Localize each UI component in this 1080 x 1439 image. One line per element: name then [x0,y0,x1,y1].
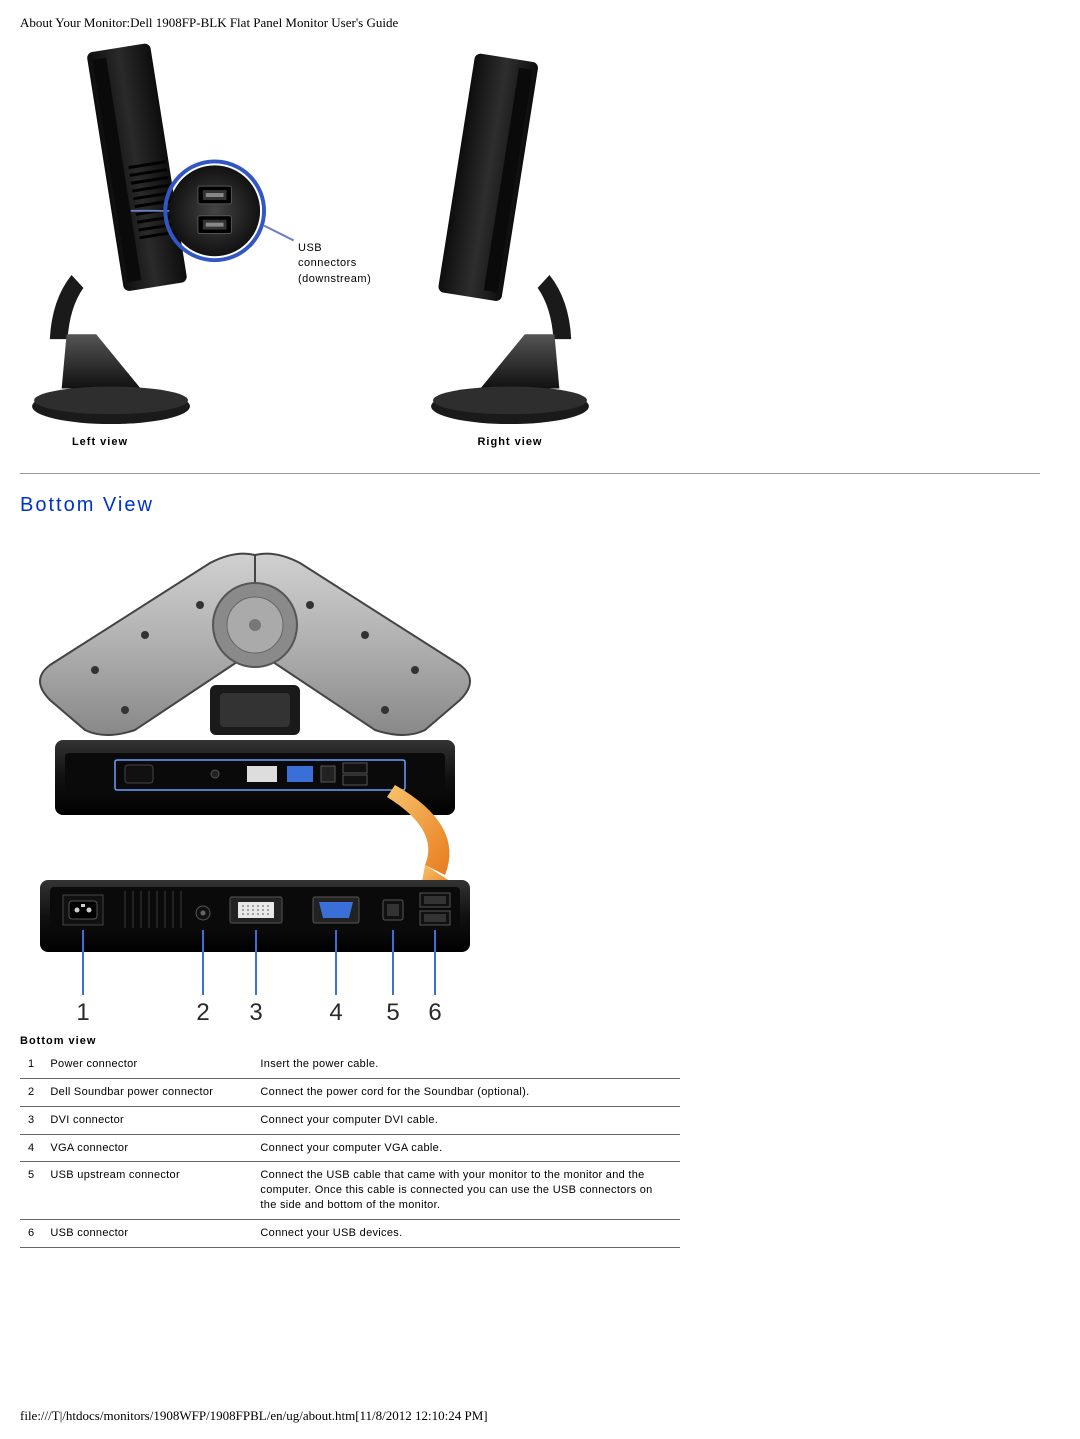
callout-num-5: 5 [386,999,399,1025]
row-number: 6 [20,1219,42,1247]
callout-num-6: 6 [428,999,441,1025]
callout-num-1: 1 [76,999,89,1025]
left-view-figure: USB connectors (downstream) [20,43,360,428]
callout-num-3: 3 [249,999,262,1025]
section-divider [20,473,1040,474]
row-desc: Insert the power cable. [252,1051,680,1078]
left-view-column: USB connectors (downstream) Left view [20,43,360,448]
usb-callout-label: USB connectors (downstream) [298,241,371,287]
row-name: VGA connector [42,1134,252,1162]
row-number: 1 [20,1051,42,1078]
bottom-view-figure: 1 2 3 4 5 6 [25,535,485,1025]
table-row: 6USB connectorConnect your USB devices. [20,1219,680,1247]
table-row: 1Power connectorInsert the power cable. [20,1051,680,1078]
page-header: About Your Monitor:Dell 1908FP-BLK Flat … [20,15,1060,31]
callout-num-2: 2 [196,999,209,1025]
left-view-svg [20,43,360,428]
connector-table: 1Power connectorInsert the power cable.2… [20,1051,680,1248]
row-name: USB connector [42,1219,252,1247]
table-row: 4VGA connectorConnect your computer VGA … [20,1134,680,1162]
row-name: DVI connector [42,1106,252,1134]
right-view-figure [420,43,600,428]
row-desc: Connect the power cord for the Soundbar … [252,1078,680,1106]
right-view-caption: Right view [477,436,542,448]
table-row: 3DVI connectorConnect your computer DVI … [20,1106,680,1134]
right-view-svg [420,43,600,428]
row-name: USB upstream connector [42,1162,252,1220]
row-desc: Connect your computer DVI cable. [252,1106,680,1134]
bottom-view-heading: Bottom View [20,494,1060,517]
row-desc: Connect your USB devices. [252,1219,680,1247]
page-footer: file:///T|/htdocs/monitors/1908WFP/1908F… [20,1408,1060,1424]
row-number: 2 [20,1078,42,1106]
bottom-view-svg: 1 2 3 4 5 6 [25,535,485,1025]
row-desc: Connect your computer VGA cable. [252,1134,680,1162]
bottom-view-caption: Bottom view [20,1035,1060,1047]
callout-num-4: 4 [329,999,342,1025]
table-row: 5USB upstream connectorConnect the USB c… [20,1162,680,1220]
row-number: 5 [20,1162,42,1220]
row-desc: Connect the USB cable that came with you… [252,1162,680,1220]
row-name: Power connector [42,1051,252,1078]
right-view-column: Right view [420,43,600,448]
row-name: Dell Soundbar power connector [42,1078,252,1106]
left-view-caption: Left view [72,436,128,448]
row-number: 3 [20,1106,42,1134]
row-number: 4 [20,1134,42,1162]
table-row: 2Dell Soundbar power connectorConnect th… [20,1078,680,1106]
side-views-row: USB connectors (downstream) Left view [20,43,1060,448]
